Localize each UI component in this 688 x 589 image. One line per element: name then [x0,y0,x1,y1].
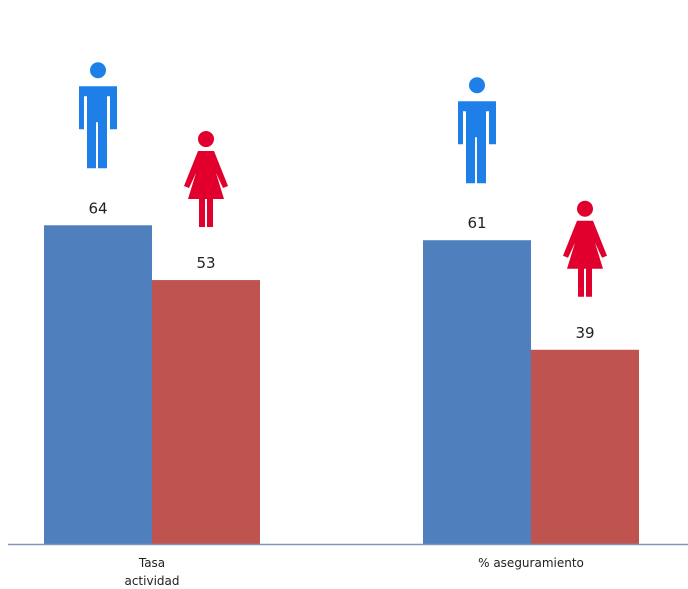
category-labels-group: Tasa actividad % aseguramiento [124,556,583,588]
value-labels-group: 64 53 61 39 [88,199,594,342]
female-person-icon [563,200,607,297]
x-tick-label: Tasa [138,556,165,570]
female-person-icon [184,131,228,228]
x-tick-label: actividad [124,574,179,588]
bar [423,240,531,544]
bar [152,280,260,544]
data-label: 61 [467,214,486,232]
x-tick-label: % aseguramiento [478,556,584,570]
data-label: 39 [575,324,594,342]
icons-group [79,62,607,297]
bar [44,225,152,544]
male-person-icon [79,62,117,169]
bar [531,349,639,544]
data-label: 53 [196,254,215,272]
male-person-icon [458,77,496,184]
bars-group [44,225,639,544]
data-label: 64 [88,199,107,217]
